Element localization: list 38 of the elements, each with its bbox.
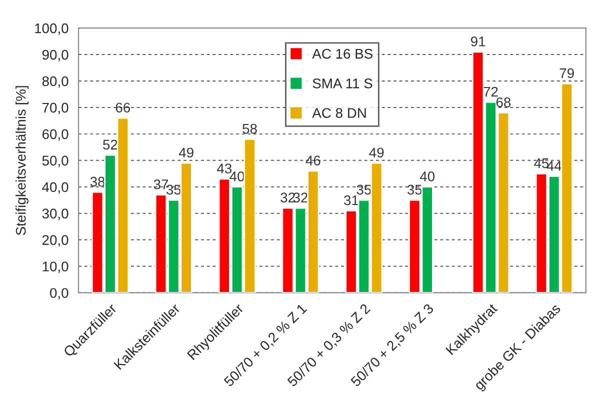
y-tick-label: 80,0 [42, 76, 68, 88]
data-label: 49 [369, 148, 384, 158]
y-tick-label: 0,0 [50, 288, 68, 300]
data-label: 38 [90, 176, 105, 187]
data-label: 45 [534, 158, 549, 168]
data-label: 35 [407, 184, 422, 195]
y-tick-label: 10,0 [42, 262, 68, 274]
data-label: 44 [546, 161, 562, 171]
data-label: 32 [293, 192, 308, 203]
data-label: 43 [216, 164, 232, 174]
data-label: 40 [230, 172, 244, 182]
data-label: 49 [178, 148, 194, 158]
y-tick-label: 100,0 [35, 23, 68, 35]
data-label: 79 [560, 68, 574, 78]
y-tick-label: 50,0 [42, 156, 68, 168]
y-tick-label: 20,0 [42, 235, 68, 247]
data-label: 40 [420, 172, 435, 182]
data-label: 35 [166, 184, 181, 195]
data-label: 91 [470, 36, 486, 46]
legend-label: AC 16 BS [312, 48, 372, 59]
data-label: 37 [154, 179, 168, 190]
legend-label: AC 8 DN [312, 108, 366, 118]
data-label: 46 [306, 156, 320, 166]
data-label: 66 [116, 102, 130, 113]
y-tick-label: 40,0 [42, 182, 68, 194]
y-tick-label: 30,0 [42, 208, 68, 220]
y-tick-label: 70,0 [42, 102, 68, 114]
data-label: 58 [242, 124, 257, 134]
data-label: 31 [344, 195, 358, 206]
data-label: 35 [356, 184, 372, 195]
data-label: 32 [280, 192, 295, 203]
y-tick-label: 60,0 [42, 129, 68, 141]
data-label: 68 [496, 97, 511, 108]
y-tick-label: 90,0 [42, 50, 68, 62]
legend-label: SMA 11 S [312, 78, 372, 88]
y-axis-title: Steifigkeitsverhältnis [%] [16, 86, 28, 236]
data-label: 72 [484, 86, 498, 97]
data-label: 52 [103, 140, 118, 150]
